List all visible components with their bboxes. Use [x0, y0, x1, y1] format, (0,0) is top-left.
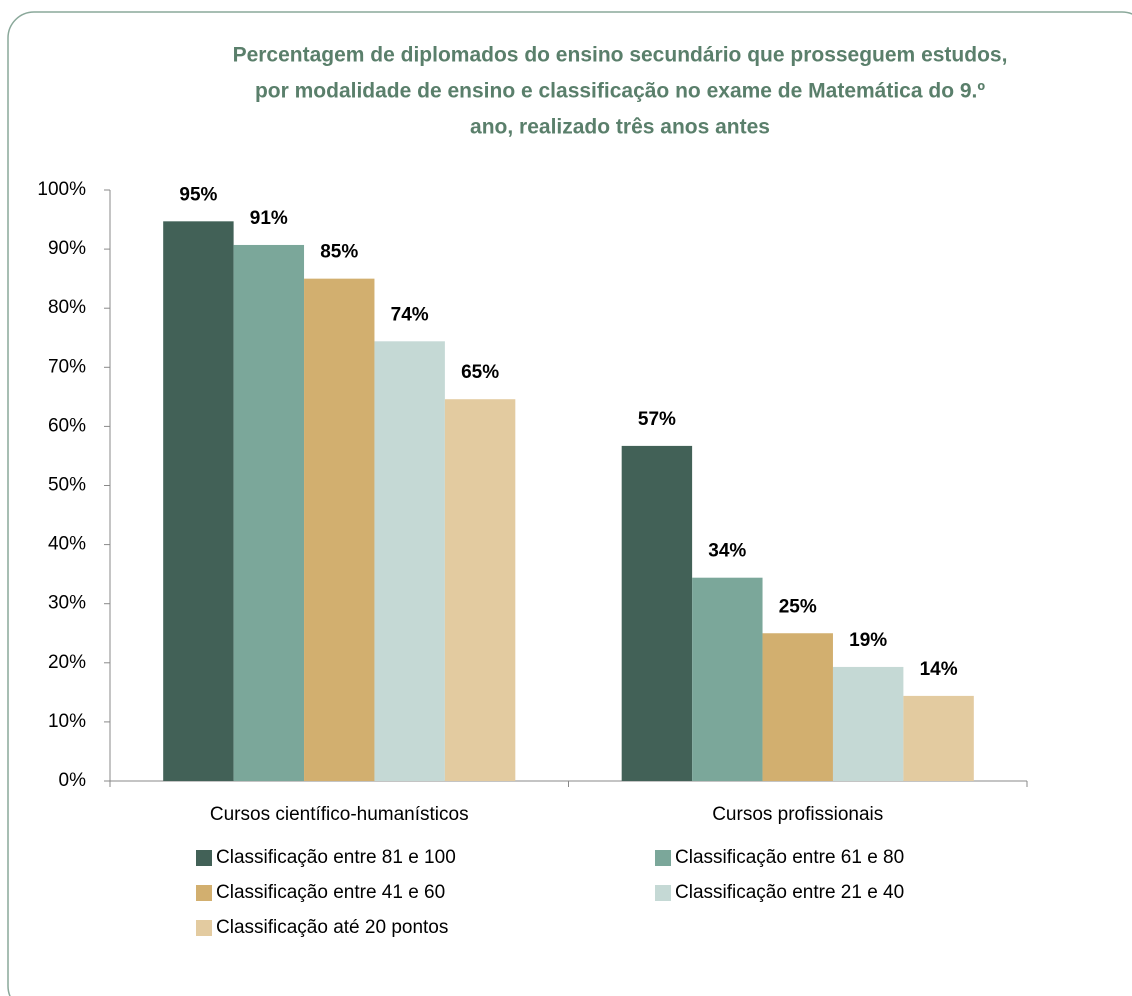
legend-swatch	[655, 850, 671, 866]
bar	[621, 445, 693, 781]
value-label: 19%	[849, 630, 887, 651]
bar	[903, 695, 974, 781]
value-label: 57%	[638, 409, 676, 430]
chart-title: Percentagem de diplomados do ensino secu…	[233, 44, 1008, 67]
bar	[692, 577, 763, 781]
bar	[163, 221, 234, 781]
y-tick-label: 30%	[48, 593, 86, 614]
x-tick-label: Cursos científico-humanísticos	[210, 804, 469, 825]
y-tick-label: 0%	[59, 770, 87, 791]
value-label: 85%	[320, 242, 358, 263]
legend-label: Classificação até 20 pontos	[216, 917, 448, 938]
value-label: 65%	[461, 362, 499, 383]
value-label: 95%	[179, 184, 217, 205]
value-label: 74%	[391, 304, 429, 325]
bar	[304, 278, 375, 781]
y-tick-label: 80%	[48, 297, 86, 318]
value-label: 34%	[708, 541, 746, 562]
legend-swatch	[655, 885, 671, 901]
bar	[374, 341, 445, 781]
y-tick-label: 100%	[37, 179, 86, 200]
value-label: 14%	[920, 659, 958, 680]
legend-label: Classificação entre 81 e 100	[216, 847, 456, 868]
y-tick-label: 10%	[48, 711, 86, 732]
chart-title: por modalidade de ensino e classificação…	[255, 80, 985, 103]
legend-label: Classificação entre 61 e 80	[675, 847, 904, 868]
bar	[762, 633, 833, 781]
y-tick-label: 40%	[48, 534, 86, 555]
legend-swatch	[196, 885, 212, 901]
bar	[832, 666, 904, 781]
y-tick-label: 70%	[48, 356, 86, 377]
legend-label: Classificação entre 41 e 60	[216, 882, 445, 903]
y-tick-label: 50%	[48, 475, 86, 496]
y-tick-label: 90%	[48, 238, 86, 259]
x-tick-label: Cursos profissionais	[712, 804, 883, 825]
bar	[444, 399, 516, 781]
value-label: 25%	[779, 596, 817, 617]
bar	[233, 244, 305, 781]
legend-swatch	[196, 920, 212, 936]
legend-label: Classificação entre 21 e 40	[675, 882, 904, 903]
y-tick-label: 60%	[48, 415, 86, 436]
legend-swatch	[196, 850, 212, 866]
value-label: 91%	[250, 208, 288, 229]
y-tick-label: 20%	[48, 652, 86, 673]
chart-title: ano, realizado três anos antes	[470, 116, 770, 139]
